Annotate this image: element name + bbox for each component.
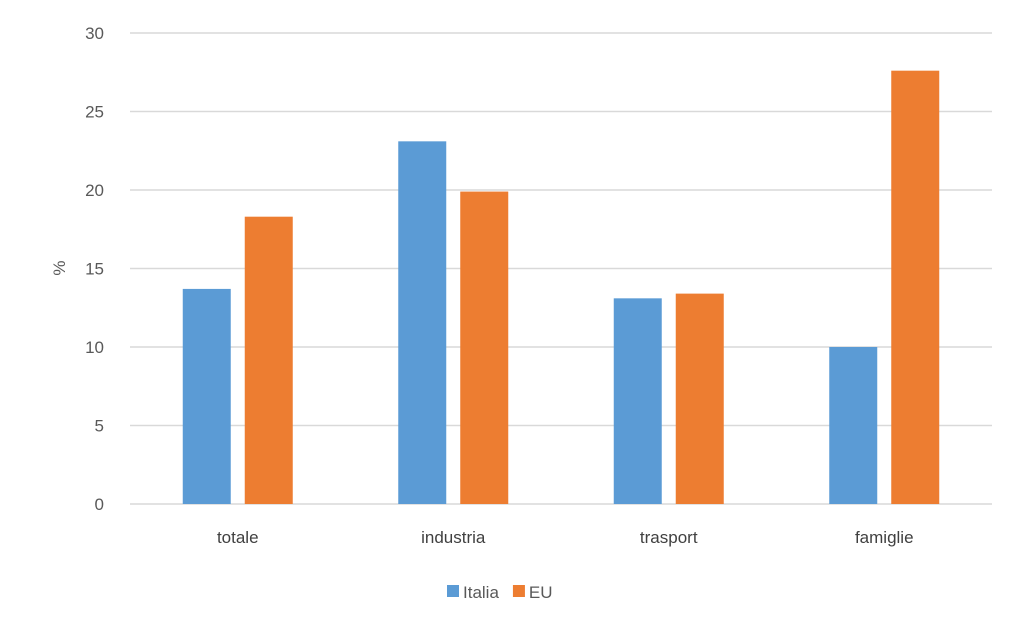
- y-tick-label: 10: [85, 338, 104, 357]
- legend-swatch-eu: [512, 585, 525, 597]
- legend-label-italia: Italia: [463, 583, 499, 602]
- x-tick-label: industria: [421, 528, 486, 547]
- y-tick-label: 0: [95, 495, 104, 514]
- bars: [182, 70, 940, 505]
- bar-italia-trasport: [613, 298, 662, 504]
- bar-italia-industria: [398, 141, 447, 504]
- y-tick-label: 15: [85, 260, 104, 279]
- y-tick-label: 5: [95, 417, 104, 436]
- bar-italia-famiglie: [829, 347, 878, 504]
- y-tick-label: 30: [85, 24, 104, 43]
- legend: Italia EU: [447, 583, 553, 602]
- y-axis-label: %: [50, 260, 69, 275]
- legend-swatch-italia: [447, 585, 459, 597]
- x-tick-label: totale: [217, 528, 259, 547]
- legend-label-eu: EU: [529, 583, 553, 602]
- y-axis-ticks: 0 5 10 15 20 25 30: [85, 24, 104, 514]
- bar-eu-trasport: [675, 293, 724, 504]
- x-tick-label: trasport: [640, 528, 698, 547]
- y-tick-label: 20: [85, 181, 104, 200]
- y-tick-label: 25: [85, 103, 104, 122]
- bar-eu-industria: [460, 191, 509, 504]
- bar-italia-totale: [182, 288, 231, 504]
- bar-eu-totale: [244, 216, 293, 504]
- x-axis-ticks: totale industria trasport famiglie: [217, 528, 914, 547]
- x-tick-label: famiglie: [855, 528, 914, 547]
- bar-eu-famiglie: [891, 70, 940, 505]
